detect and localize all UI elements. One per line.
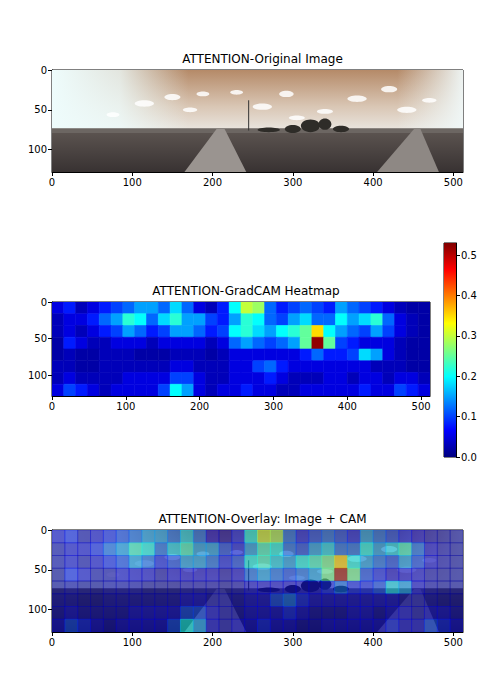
- svg-text:0.3: 0.3: [461, 330, 477, 341]
- svg-text:500: 500: [412, 401, 431, 412]
- svg-text:0: 0: [41, 525, 47, 536]
- svg-text:ATTENTION-Overlay: Image + CAM: ATTENTION-Overlay: Image + CAM: [158, 512, 366, 526]
- svg-text:200: 200: [190, 401, 209, 412]
- svg-text:300: 300: [264, 401, 283, 412]
- svg-text:0.1: 0.1: [461, 411, 477, 422]
- svg-text:0: 0: [49, 637, 55, 648]
- svg-text:100: 100: [28, 370, 47, 381]
- svg-text:0.0: 0.0: [461, 452, 477, 463]
- svg-text:400: 400: [364, 177, 383, 188]
- svg-text:0.4: 0.4: [461, 290, 477, 301]
- svg-text:300: 300: [283, 177, 302, 188]
- svg-text:200: 200: [203, 637, 222, 648]
- svg-text:50: 50: [34, 564, 47, 575]
- svg-text:ATTENTION-Original Image: ATTENTION-Original Image: [182, 52, 343, 66]
- svg-text:0: 0: [49, 401, 55, 412]
- svg-text:500: 500: [444, 637, 463, 648]
- svg-text:0.2: 0.2: [461, 371, 477, 382]
- svg-text:0: 0: [41, 297, 47, 308]
- svg-text:300: 300: [283, 637, 302, 648]
- svg-text:100: 100: [116, 401, 135, 412]
- svg-text:0.5: 0.5: [461, 250, 477, 261]
- svg-text:500: 500: [444, 177, 463, 188]
- svg-text:50: 50: [34, 104, 47, 115]
- svg-text:0: 0: [49, 177, 55, 188]
- svg-text:50: 50: [34, 333, 47, 344]
- svg-text:100: 100: [28, 604, 47, 615]
- svg-text:400: 400: [364, 637, 383, 648]
- svg-text:100: 100: [123, 637, 142, 648]
- svg-text:ATTENTION-GradCAM Heatmap: ATTENTION-GradCAM Heatmap: [152, 284, 339, 298]
- svg-text:0: 0: [41, 65, 47, 76]
- svg-text:100: 100: [123, 177, 142, 188]
- svg-text:200: 200: [203, 177, 222, 188]
- svg-text:400: 400: [338, 401, 357, 412]
- svg-text:100: 100: [28, 144, 47, 155]
